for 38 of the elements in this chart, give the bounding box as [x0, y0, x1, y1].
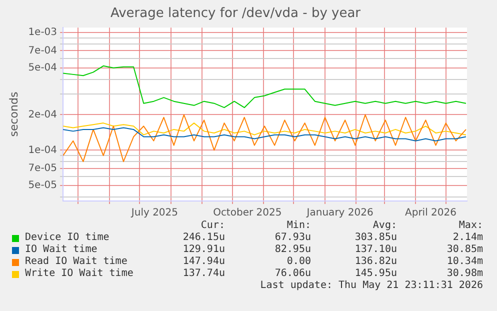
- text: Cur:: [200, 220, 225, 232]
- y-tick-label: 2e-04: [28, 109, 58, 120]
- text: 145.95u: [354, 268, 397, 280]
- text: 137.10u: [354, 244, 397, 256]
- x-tick-label: October 2025: [213, 208, 282, 219]
- y-tick-label: 7e-05: [28, 163, 58, 174]
- text: 246.15u: [182, 232, 225, 244]
- text: 303.85u: [354, 232, 397, 244]
- y-tick-label: 5e-04: [28, 62, 58, 74]
- text: 2.14m: [452, 232, 483, 244]
- x-tick-label: January 2026: [306, 208, 374, 219]
- text: Min:: [286, 220, 311, 232]
- text: Max:: [458, 220, 483, 232]
- legend-label: IO Wait time: [24, 244, 98, 256]
- text: 10.34m: [446, 256, 483, 268]
- text: 82.95u: [274, 244, 311, 256]
- text: 30.85m: [446, 244, 483, 256]
- text: 147.94u: [182, 256, 225, 268]
- legend-label: Device IO time: [24, 232, 110, 244]
- text: Avg:: [372, 220, 397, 232]
- text: 129.91u: [182, 244, 225, 256]
- text: 30.98m: [446, 268, 483, 280]
- y-tick-label: 5e-05: [28, 180, 58, 192]
- text: 136.82u: [354, 256, 397, 268]
- y-tick-label: 7e-04: [28, 45, 58, 56]
- text: 137.74u: [182, 268, 225, 280]
- text: 76.06u: [274, 268, 311, 280]
- text: 0.00: [286, 256, 311, 268]
- y-axis-title: seconds: [7, 92, 20, 137]
- x-tick-label: July 2025: [130, 208, 178, 219]
- text: 67.93u: [274, 232, 311, 244]
- chart-title: Average latency for /dev/vda - by year: [110, 6, 362, 22]
- legend-label: Write IO Wait time: [24, 268, 134, 280]
- x-tick-label: April 2026: [404, 208, 456, 219]
- y-tick-label: 1e-03: [28, 27, 58, 38]
- text: Last update: Thu May 21 23:11:31 2026: [259, 280, 483, 291]
- y-tick-label: 1e-04: [28, 144, 58, 156]
- legend-label: Read IO Wait time: [24, 256, 128, 268]
